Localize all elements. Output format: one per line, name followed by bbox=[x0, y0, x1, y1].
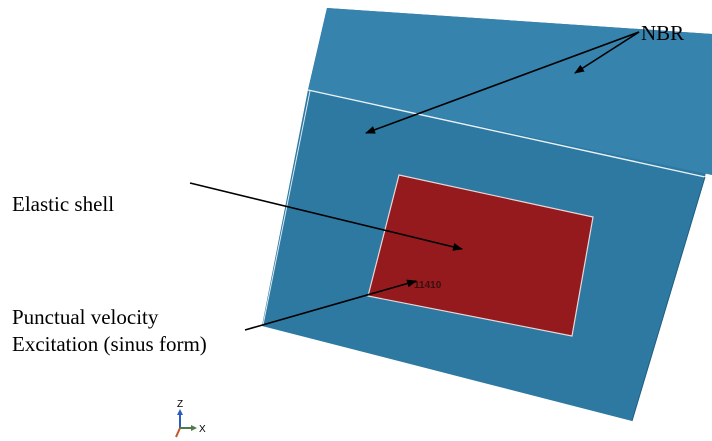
excitation-label-line1: Punctual velocity bbox=[12, 305, 159, 329]
nbr-arrow-upper bbox=[574, 31, 640, 74]
z-axis-label: Z bbox=[177, 399, 183, 410]
excitation-node-tag: 11410 bbox=[414, 280, 442, 291]
elastic-shell bbox=[367, 174, 594, 337]
axis-triad: Z X bbox=[175, 399, 206, 438]
x-axis-arrowhead bbox=[191, 425, 197, 431]
excitation-label-line2: Excitation (sinus form) bbox=[12, 332, 207, 356]
x-axis-label: X bbox=[199, 424, 206, 435]
excitation-arrow bbox=[244, 279, 417, 331]
elastic-shell-label: Elastic shell bbox=[12, 192, 115, 216]
y-axis-line bbox=[175, 427, 181, 438]
nbr-left-edge bbox=[262, 90, 311, 326]
z-axis-arrowhead bbox=[177, 409, 183, 415]
elastic-shell-arrow bbox=[189, 182, 463, 251]
nbr-layer-edge bbox=[307, 89, 706, 178]
nbr-right-edge bbox=[631, 176, 706, 422]
nbr-arrow-lower bbox=[365, 31, 640, 134]
nbr-label: NBR bbox=[641, 21, 685, 45]
